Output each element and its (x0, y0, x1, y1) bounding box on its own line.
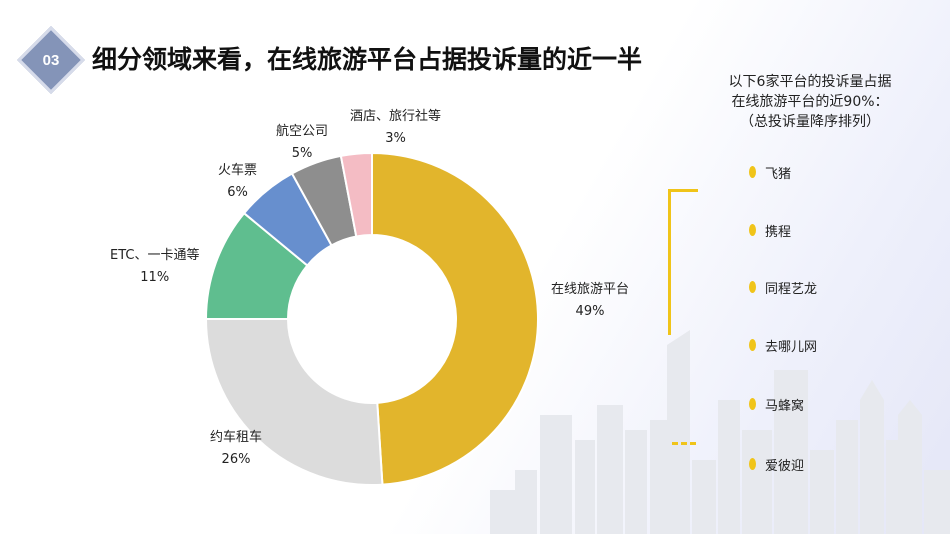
label-online-travel-value: 49% (575, 304, 605, 319)
platform-name: 马蜂窝 (765, 398, 805, 414)
label-hotel: 酒店、旅行社等 3% (350, 106, 441, 150)
note-line-1: 以下6家平台的投诉量占据 (728, 74, 892, 90)
slide-title: 细分领域来看，在线旅游平台占据投诉量的近一半 (92, 45, 643, 74)
label-etc: ETC、一卡通等 11% (110, 245, 199, 289)
label-etc-value: 11% (140, 270, 170, 285)
platform-item-airbnb: 爱彼迎 (749, 454, 804, 474)
platform-name: 携程 (765, 224, 792, 240)
note-line-3: （总投诉量降序排列） (740, 114, 880, 130)
platform-item-qunar: 去哪儿网 (749, 335, 817, 355)
label-hotel-value: 3% (385, 131, 406, 146)
slice-hotel (339, 151, 373, 238)
platform-name: 飞猪 (765, 166, 792, 182)
bullet-dot-icon (749, 224, 756, 236)
platform-note: 以下6家平台的投诉量占据 在线旅游平台的近90%： （总投诉量降序排列） (700, 72, 920, 132)
slice-online-travel (371, 151, 539, 486)
label-online-travel: 在线旅游平台 49% (551, 279, 629, 323)
platform-name: 同程艺龙 (765, 281, 818, 297)
label-car-rental: 约车租车 26% (210, 427, 262, 471)
platform-item-ctrip: 携程 (749, 220, 791, 240)
label-airline: 航空公司 5% (276, 121, 328, 165)
bracket-line-left (668, 189, 671, 335)
label-hotel-name: 酒店、旅行社等 (350, 109, 442, 124)
label-etc-name: ETC、一卡通等 (110, 248, 200, 263)
slice-car-rental (204, 318, 384, 486)
platform-item-feizhu: 飞猪 (749, 162, 791, 182)
bullet-dot-icon (749, 458, 756, 470)
label-train-name: 火车票 (218, 163, 258, 178)
label-online-travel-name: 在线旅游平台 (551, 282, 630, 297)
platform-name: 爱彼迎 (765, 458, 805, 474)
bracket-line-top (668, 189, 698, 192)
label-airline-value: 5% (291, 146, 313, 161)
note-line-2: 在线旅游平台的近90%： (731, 94, 889, 110)
bracket-line-stub (672, 442, 696, 448)
bullet-dot-icon (749, 398, 756, 410)
label-train-value: 6% (227, 185, 248, 200)
label-train: 火车票 6% (218, 160, 257, 204)
platform-item-tongcheng: 同程艺龙 (749, 277, 817, 297)
label-car-rental-name: 约车租车 (210, 430, 263, 445)
bullet-dot-icon (749, 166, 756, 178)
bullet-dot-icon (749, 339, 756, 351)
platform-name: 去哪儿网 (765, 339, 818, 355)
section-number: 03 (42, 51, 60, 69)
label-car-rental-value: 26% (221, 452, 251, 467)
platform-item-mafengwo: 马蜂窝 (749, 394, 804, 414)
label-airline-name: 航空公司 (276, 124, 329, 139)
bullet-dot-icon (749, 281, 756, 293)
